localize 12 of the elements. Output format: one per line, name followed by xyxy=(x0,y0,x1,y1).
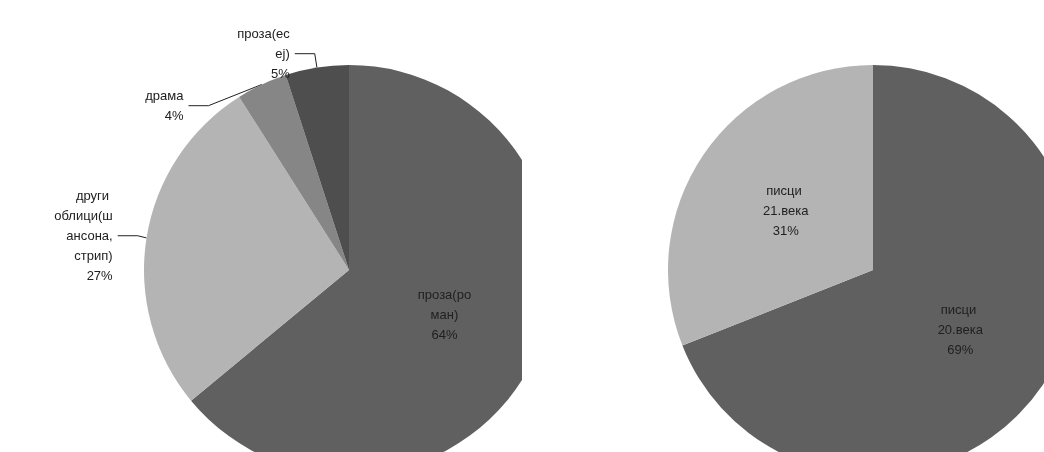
slice-label: други облици(шансона,стрип) xyxy=(54,188,113,264)
slice-label: писци 20.века xyxy=(937,301,984,337)
data-label: 31% xyxy=(772,223,800,239)
data-label: 69% xyxy=(947,341,974,357)
data-label: 4% xyxy=(164,108,184,124)
slice-label: драма xyxy=(145,88,185,104)
data-label: 27% xyxy=(86,268,114,284)
slice-label: проза(роман) xyxy=(417,287,472,323)
slice-label: писци 21.века xyxy=(763,183,810,219)
slice-label: проза(есеј) xyxy=(237,26,291,62)
data-label: 5% xyxy=(270,66,291,82)
data-label: 64% xyxy=(431,327,458,343)
